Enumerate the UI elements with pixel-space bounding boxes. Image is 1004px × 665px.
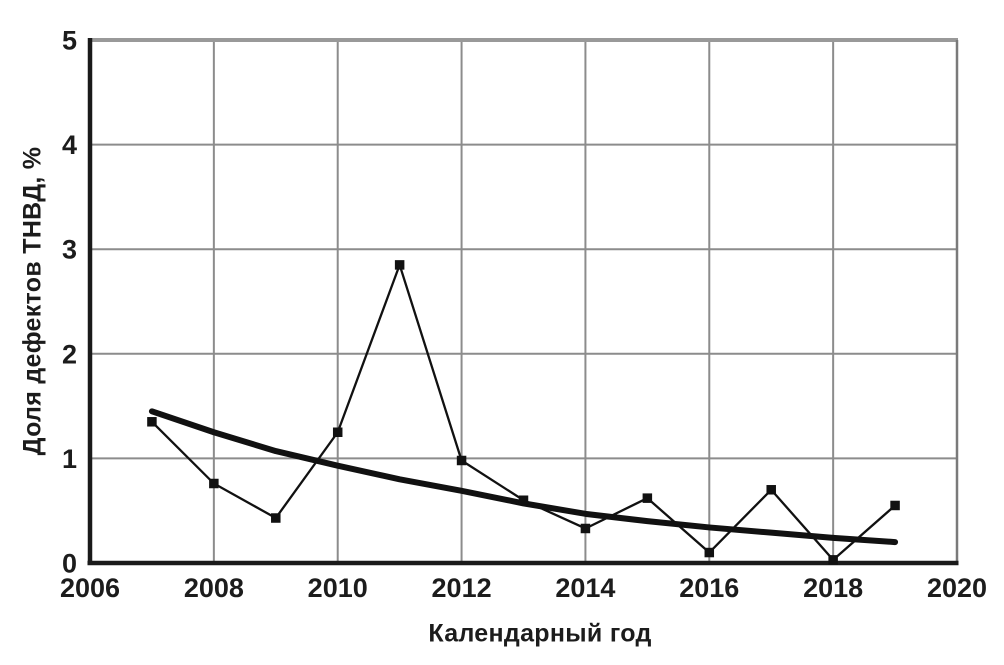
y-tick-label: 3 bbox=[62, 235, 77, 265]
y-tick-label: 1 bbox=[62, 444, 77, 474]
trend-line bbox=[148, 408, 899, 546]
data-point-marker bbox=[147, 417, 157, 427]
y-tick-label: 4 bbox=[62, 130, 77, 160]
y-tick-label: 5 bbox=[62, 25, 77, 55]
data-point-marker bbox=[209, 478, 219, 489]
x-tick-label: 2016 bbox=[679, 573, 739, 603]
data-point-marker bbox=[828, 555, 838, 565]
data-point-marker bbox=[394, 260, 405, 270]
data-point-marker bbox=[580, 523, 591, 534]
x-tick-label: 2018 bbox=[803, 573, 863, 603]
x-axis-title: Календарный год bbox=[428, 619, 652, 648]
data-point-marker bbox=[766, 485, 776, 495]
data-point-marker bbox=[518, 495, 529, 505]
x-tick-label: 2008 bbox=[184, 573, 244, 603]
data-line bbox=[151, 261, 896, 562]
x-tick-label: 2010 bbox=[308, 573, 368, 603]
data-point-marker bbox=[456, 455, 467, 466]
x-tick-label: 2006 bbox=[60, 573, 120, 603]
x-tick-label: 2020 bbox=[927, 573, 987, 603]
x-tick-label: 2014 bbox=[555, 573, 615, 603]
data-point-marker bbox=[890, 500, 900, 511]
y-axis-title: Доля дефектов ТНВД, % bbox=[18, 146, 47, 456]
data-point-marker bbox=[642, 493, 653, 503]
data-point-marker bbox=[704, 547, 715, 558]
x-tick-label: 2012 bbox=[432, 573, 492, 603]
y-tick-label: 0 bbox=[62, 548, 77, 578]
data-point-marker bbox=[271, 513, 281, 523]
data-point-marker bbox=[332, 427, 343, 437]
y-tick-label: 2 bbox=[62, 339, 77, 369]
